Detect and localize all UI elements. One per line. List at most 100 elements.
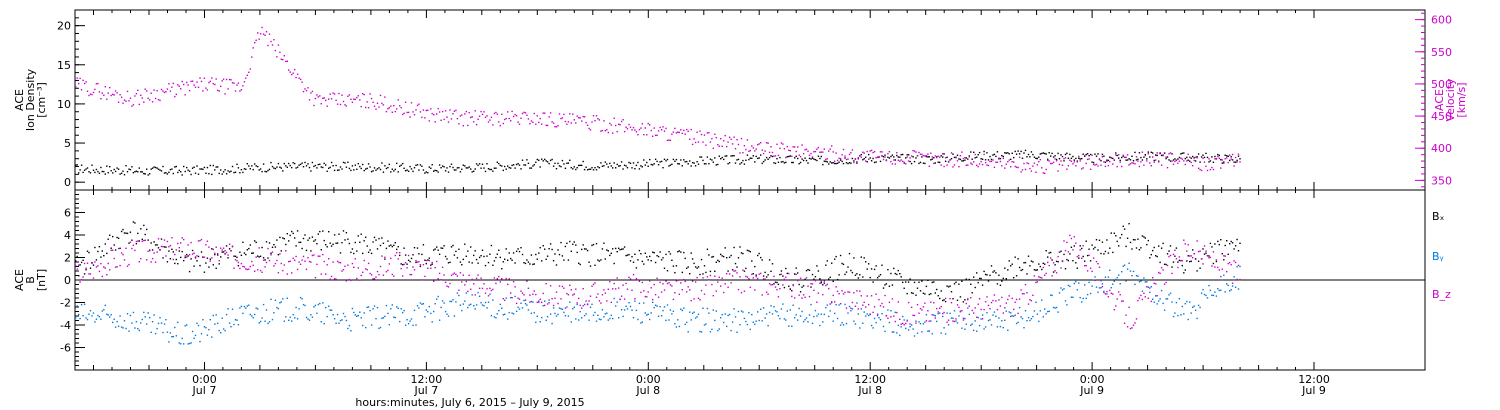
- data-point: [418, 169, 420, 171]
- data-point: [950, 302, 953, 304]
- data-point: [955, 156, 957, 158]
- data-point: [262, 259, 265, 261]
- data-point: [944, 300, 947, 303]
- data-point: [520, 247, 522, 249]
- data-point: [780, 273, 783, 275]
- data-point: [978, 277, 981, 280]
- data-point: [114, 90, 117, 92]
- data-point: [1162, 269, 1164, 271]
- data-point: [689, 289, 691, 291]
- data-point: [868, 303, 870, 306]
- data-point: [88, 273, 90, 275]
- data-point: [870, 268, 873, 270]
- data-point: [1215, 295, 1218, 297]
- data-point: [261, 26, 263, 29]
- y-tick-label: -6: [60, 342, 71, 355]
- data-point: [254, 163, 256, 165]
- data-point: [246, 249, 248, 251]
- data-point: [767, 158, 769, 160]
- data-point: [1181, 259, 1183, 262]
- data-point: [419, 302, 422, 304]
- data-point: [888, 285, 891, 287]
- data-point: [1218, 289, 1220, 292]
- y-tick-label: 10: [57, 98, 71, 111]
- data-point: [336, 260, 339, 263]
- data-point: [187, 84, 189, 86]
- data-point: [1036, 269, 1038, 271]
- data-point: [1156, 154, 1158, 157]
- data-point: [832, 151, 834, 153]
- data-point: [413, 309, 416, 312]
- data-point: [1052, 161, 1055, 164]
- data-point: [187, 244, 189, 246]
- data-point: [666, 282, 669, 285]
- data-point: [896, 332, 898, 334]
- data-point: [515, 115, 518, 117]
- data-point: [1038, 320, 1040, 323]
- data-point: [720, 317, 722, 319]
- data-point: [557, 125, 559, 127]
- data-point: [638, 249, 641, 252]
- data-point: [554, 312, 556, 315]
- data-point: [329, 93, 331, 95]
- data-point: [689, 160, 691, 162]
- data-point: [446, 313, 448, 315]
- data-point: [706, 276, 709, 278]
- data-point: [1152, 156, 1154, 158]
- data-point: [1097, 291, 1099, 293]
- data-point: [245, 253, 247, 256]
- data-point: [257, 308, 259, 310]
- data-point: [757, 277, 759, 280]
- data-point: [978, 163, 981, 165]
- data-point: [922, 306, 925, 308]
- data-point: [860, 256, 862, 258]
- data-point: [404, 262, 407, 264]
- data-point: [76, 305, 78, 307]
- data-point: [508, 166, 510, 169]
- data-point: [143, 101, 145, 103]
- data-point: [799, 277, 802, 279]
- data-point: [370, 324, 373, 326]
- data-point: [156, 167, 158, 169]
- data-point: [1158, 271, 1160, 274]
- data-point: [83, 273, 86, 275]
- data-point: [188, 270, 191, 273]
- data-point: [757, 254, 759, 257]
- data-point: [1005, 278, 1007, 280]
- data-point: [311, 316, 314, 318]
- data-point: [311, 236, 314, 238]
- data-point: [900, 154, 902, 156]
- data-point: [141, 238, 143, 240]
- data-point: [1211, 246, 1213, 248]
- data-point: [399, 165, 401, 167]
- data-point: [298, 77, 300, 79]
- data-point: [1086, 153, 1089, 155]
- data-point: [1101, 283, 1104, 285]
- data-point: [1128, 223, 1130, 225]
- data-point: [967, 307, 969, 309]
- data-point: [231, 165, 234, 168]
- data-point: [805, 317, 808, 319]
- data-point: [1197, 153, 1200, 155]
- data-point: [1150, 286, 1152, 288]
- data-point: [393, 275, 395, 277]
- data-point: [933, 162, 935, 165]
- data-point: [1036, 164, 1038, 166]
- data-point: [625, 254, 627, 257]
- data-point: [123, 232, 126, 234]
- data-point: [863, 301, 865, 303]
- data-point: [271, 246, 274, 248]
- data-point: [237, 261, 240, 264]
- data-point: [819, 324, 821, 327]
- data-point: [795, 150, 797, 153]
- data-point: [848, 162, 851, 164]
- data-point: [1218, 269, 1220, 271]
- data-point: [1023, 152, 1025, 154]
- data-point: [1018, 153, 1021, 155]
- data-point: [1020, 171, 1022, 173]
- data-point: [147, 97, 149, 99]
- data-point: [221, 80, 223, 82]
- data-point: [817, 292, 820, 294]
- data-point: [143, 224, 145, 227]
- data-point: [724, 313, 726, 315]
